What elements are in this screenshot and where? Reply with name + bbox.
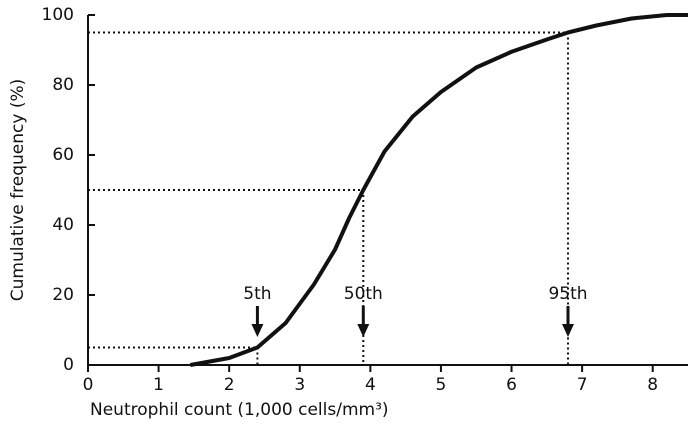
x-tick-label: 5 [436, 375, 447, 395]
x-tick-label: 4 [365, 375, 376, 395]
x-tick-label: 1 [153, 375, 164, 395]
annotation-label: 5th [243, 284, 271, 304]
x-axis-label: Neutrophil count (1,000 cells/mm³) [90, 400, 389, 420]
x-tick-label: 7 [577, 375, 588, 395]
y-tick-label: 40 [52, 215, 74, 235]
y-tick-label: 20 [52, 285, 74, 305]
x-tick-label: 6 [506, 375, 517, 395]
y-tick-label: 100 [42, 5, 74, 25]
arrow-head [251, 324, 264, 337]
x-tick-label: 2 [224, 375, 235, 395]
x-tick-label: 8 [647, 375, 658, 395]
curve [189, 13, 688, 367]
arrow-head [357, 324, 370, 337]
y-tick-label: 80 [52, 75, 74, 95]
arrow-head [562, 324, 574, 337]
y-axis-label: Cumulative frequency (%) [8, 79, 28, 302]
x-tick-label: 0 [83, 375, 94, 395]
x-tick-label: 3 [294, 375, 305, 395]
annotation-label: 50th [344, 284, 383, 304]
y-tick-label: 0 [63, 355, 74, 375]
y-tick-label: 60 [52, 145, 74, 165]
annotation-label: 95th [548, 284, 587, 304]
